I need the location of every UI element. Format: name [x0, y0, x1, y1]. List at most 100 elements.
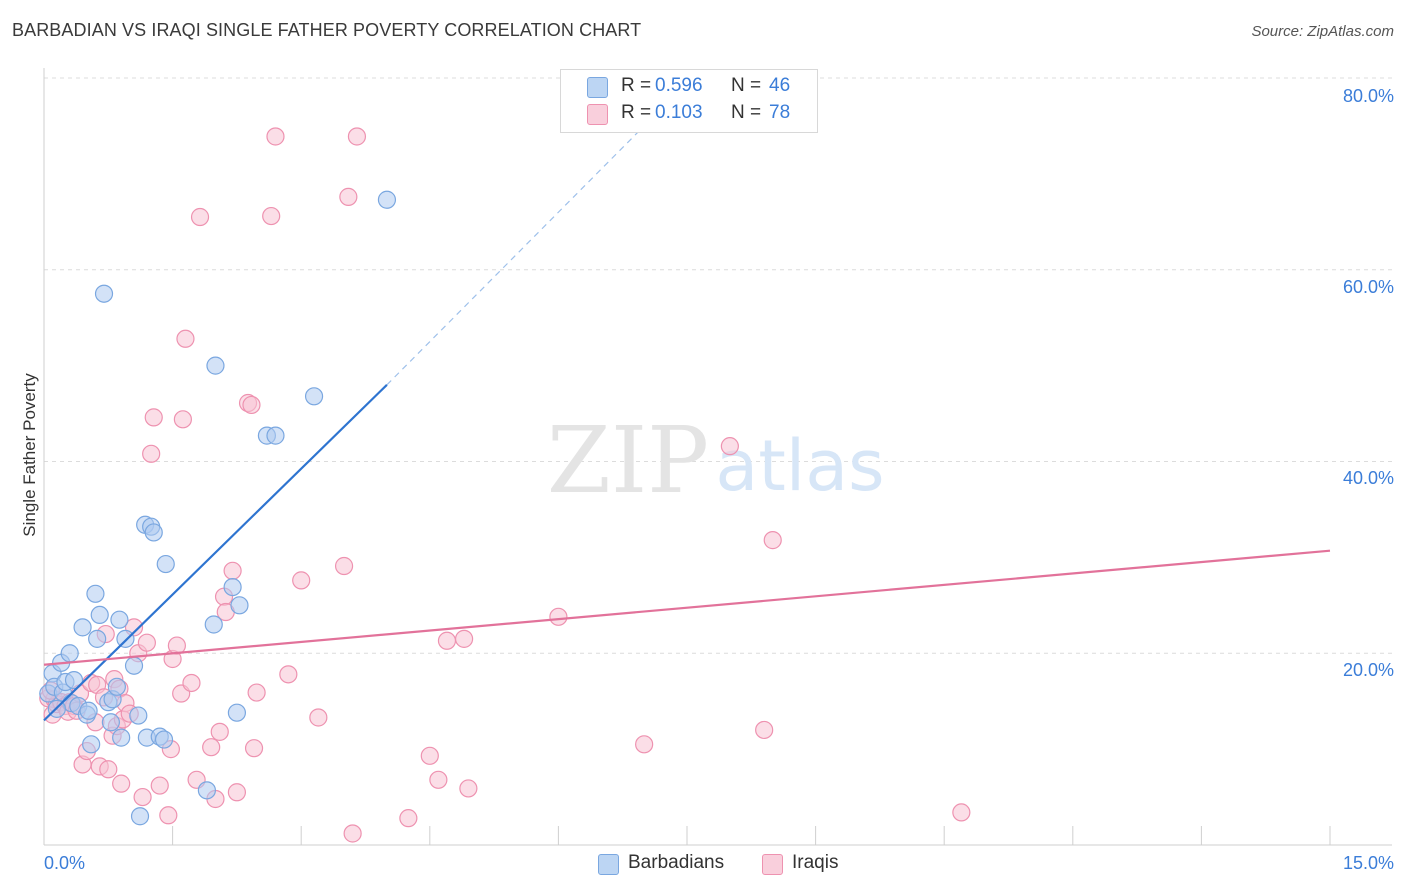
barbadians-point	[94, 284, 114, 303]
barbadians-point	[86, 584, 105, 603]
y-tick-label: 40.0%	[1342, 468, 1394, 488]
x-tick-label-min: 0.0%	[44, 853, 86, 873]
barbadians-point	[230, 596, 249, 615]
iraqis-point	[266, 127, 285, 146]
iraqis-point	[99, 760, 118, 779]
barbadians-points	[39, 190, 397, 826]
iraqis-swatch	[587, 104, 608, 125]
legend-label: Iraqis	[792, 852, 839, 873]
barbadians-point	[60, 644, 79, 663]
iraqis-point	[755, 720, 774, 740]
watermark-atlas: atlas	[715, 425, 884, 507]
iraqis-point	[279, 665, 298, 684]
watermark: ZIP atlas	[547, 407, 885, 514]
iraqis-point	[176, 329, 195, 348]
barbadians-point	[110, 610, 129, 629]
barbadians-point	[90, 605, 109, 625]
iraqis-point	[244, 739, 264, 758]
barbadians-point	[144, 523, 163, 542]
iraqis-trend-line	[43, 549, 1331, 666]
iraqis-point	[210, 722, 229, 741]
iraqis-point	[167, 636, 186, 655]
barbadians-point	[130, 807, 150, 826]
iraqis-point	[247, 683, 266, 702]
y-tick-label: 20.0%	[1342, 660, 1394, 680]
barbadians-point	[129, 706, 148, 725]
n-label: N =	[731, 102, 762, 123]
iraqis-point	[309, 708, 328, 727]
iraqis-point	[437, 631, 457, 650]
iraqis-point	[952, 803, 971, 822]
barbadians-point	[116, 629, 135, 648]
barbadians-point	[204, 615, 223, 634]
iraqis-point	[202, 738, 221, 757]
barbadians-point	[107, 677, 126, 696]
watermark-zip: ZIP	[547, 407, 709, 514]
iraqis-swatch	[762, 854, 783, 875]
barbadians-point	[266, 426, 285, 445]
iraqis-point	[420, 746, 439, 765]
source-label: Source: ZipAtlas.com	[1251, 23, 1394, 40]
barbadians-point	[79, 701, 98, 720]
y-tick-label: 80.0%	[1342, 86, 1394, 106]
iraqis-point	[227, 783, 246, 802]
barbadians-trend-extension	[386, 125, 645, 386]
barbadians-point	[223, 577, 242, 597]
iraqis-point	[339, 187, 358, 206]
barbadians-trend-line	[43, 384, 388, 722]
iraqis-point	[242, 395, 261, 415]
n-label: N =	[731, 75, 762, 96]
barbadians-swatch	[598, 854, 619, 875]
r-value: 0.596	[655, 75, 703, 96]
iraqis-point	[262, 206, 281, 226]
barbadians-point	[64, 670, 84, 690]
barbadians-swatch	[587, 77, 608, 98]
iraqis-point	[190, 207, 210, 227]
iraqis-point	[763, 531, 782, 550]
iraqis-point	[635, 735, 654, 754]
iraqis-point	[182, 673, 201, 693]
iraqis-point	[720, 437, 739, 456]
barbadians-point	[154, 730, 174, 749]
iraqis-point	[347, 127, 367, 146]
barbadians-point	[227, 703, 246, 722]
r-label: R =	[621, 75, 652, 96]
barbadians-point	[101, 713, 120, 732]
iraqis-point	[150, 776, 169, 795]
barbadians-point	[206, 356, 225, 375]
stats-legend: R = 0.596 N = 46 R = 0.103 N = 78	[560, 69, 818, 133]
r-label: R =	[621, 102, 652, 123]
n-value: 46	[769, 75, 791, 96]
barbadians-point	[82, 735, 101, 754]
barbadians-point	[88, 629, 107, 648]
iraqis-point	[459, 779, 478, 798]
iraqis-point	[429, 770, 448, 789]
barbadians-point	[304, 387, 324, 406]
n-value: 78	[769, 102, 791, 123]
barbadians-point	[124, 656, 144, 675]
barbadians-point	[73, 618, 92, 637]
x-tick-label-max: 15.0%	[1342, 853, 1394, 873]
iraqis-point	[223, 561, 242, 580]
iraqis-point	[334, 556, 354, 576]
chart-title: BARBADIAN VS IRAQI SINGLE FATHER POVERTY…	[12, 20, 642, 40]
iraqis-point	[343, 824, 362, 843]
iraqis-point	[549, 607, 568, 626]
iraqis-point	[292, 571, 311, 590]
iraqis-point	[144, 408, 163, 427]
barbadians-point	[156, 554, 175, 574]
iraqis-point	[137, 633, 156, 652]
barbadians-point	[377, 190, 397, 209]
gridlines	[44, 77, 1392, 654]
trend-lines	[43, 125, 1331, 722]
iraqis-point	[112, 774, 131, 793]
legend-label: Barbadians	[628, 852, 725, 873]
r-value: 0.103	[655, 102, 703, 123]
barbadians-point	[197, 781, 216, 800]
y-tick-label: 60.0%	[1342, 277, 1394, 297]
iraqis-point	[454, 629, 474, 648]
barbadians-point	[112, 728, 131, 747]
iraqis-point	[399, 809, 418, 828]
iraqis-point	[142, 444, 161, 463]
